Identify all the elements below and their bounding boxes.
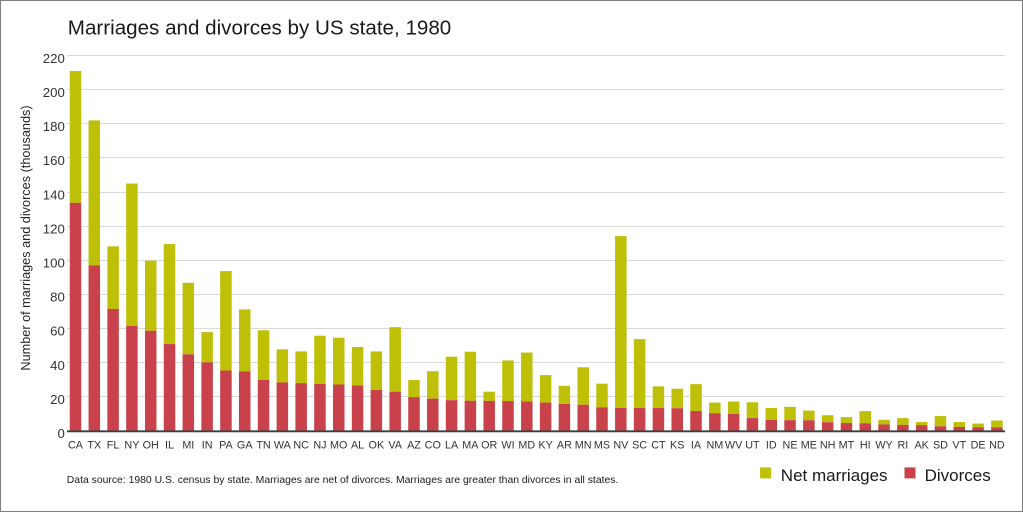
svg-text:140: 140: [43, 187, 65, 202]
svg-text:VT: VT: [952, 440, 966, 452]
svg-text:120: 120: [43, 221, 65, 236]
svg-text:MI: MI: [182, 440, 194, 452]
svg-text:DE: DE: [971, 440, 986, 452]
svg-text:IA: IA: [691, 440, 702, 452]
svg-text:60: 60: [50, 324, 65, 339]
svg-text:FL: FL: [107, 440, 120, 452]
svg-text:HI: HI: [860, 440, 871, 452]
svg-text:WI: WI: [501, 440, 514, 452]
svg-text:PA: PA: [219, 440, 233, 452]
svg-text:AR: AR: [557, 440, 572, 452]
svg-text:CA: CA: [68, 440, 84, 452]
svg-text:MD: MD: [518, 440, 535, 452]
svg-text:180: 180: [43, 119, 65, 134]
svg-text:MO: MO: [330, 440, 347, 452]
svg-text:NJ: NJ: [313, 440, 326, 452]
svg-text:VA: VA: [388, 440, 402, 452]
svg-text:Marriages and divorces by US s: Marriages and divorces by US state, 1980: [68, 16, 451, 39]
svg-text:NY: NY: [124, 440, 139, 452]
svg-text:TX: TX: [87, 440, 101, 452]
svg-text:NM: NM: [706, 440, 723, 452]
svg-text:220: 220: [43, 51, 65, 66]
svg-text:AL: AL: [351, 440, 364, 452]
svg-text:OH: OH: [143, 440, 159, 452]
svg-text:NE: NE: [783, 440, 798, 452]
svg-text:SD: SD: [933, 440, 948, 452]
svg-text:GA: GA: [237, 440, 253, 452]
svg-text:Net marriages: Net marriages: [781, 466, 888, 485]
svg-text:0: 0: [57, 426, 64, 441]
svg-text:RI: RI: [897, 440, 908, 452]
svg-text:TN: TN: [256, 440, 270, 452]
svg-text:100: 100: [43, 256, 65, 271]
svg-text:20: 20: [50, 392, 65, 407]
svg-text:Divorces: Divorces: [925, 466, 991, 485]
svg-text:WY: WY: [875, 440, 892, 452]
svg-text:UT: UT: [745, 440, 760, 452]
svg-text:ME: ME: [801, 440, 817, 452]
svg-text:ID: ID: [766, 440, 777, 452]
svg-text:Data source: 1980 U.S. census: Data source: 1980 U.S. census by state. …: [67, 475, 619, 486]
svg-text:CT: CT: [651, 440, 666, 452]
svg-text:40: 40: [50, 358, 65, 373]
svg-text:KY: KY: [538, 440, 552, 452]
svg-text:WA: WA: [274, 440, 292, 452]
svg-text:MA: MA: [462, 440, 479, 452]
svg-text:SC: SC: [632, 440, 647, 452]
svg-text:OR: OR: [481, 440, 497, 452]
svg-text:CO: CO: [425, 440, 441, 452]
svg-text:160: 160: [43, 153, 65, 168]
svg-text:AK: AK: [914, 440, 929, 452]
svg-text:NH: NH: [820, 440, 836, 452]
svg-text:ND: ND: [989, 440, 1005, 452]
svg-text:200: 200: [43, 85, 65, 100]
svg-text:WV: WV: [725, 440, 743, 452]
svg-text:IN: IN: [202, 440, 213, 452]
svg-text:KS: KS: [670, 440, 684, 452]
svg-text:NV: NV: [613, 440, 629, 452]
svg-text:MT: MT: [839, 440, 855, 452]
svg-text:AZ: AZ: [407, 440, 421, 452]
svg-text:LA: LA: [445, 440, 459, 452]
svg-text:Number of marriages and divorc: Number of marriages and divorces (thousa…: [19, 105, 33, 370]
svg-text:MN: MN: [575, 440, 592, 452]
svg-text:NC: NC: [293, 440, 309, 452]
svg-text:MS: MS: [594, 440, 610, 452]
svg-text:OK: OK: [369, 440, 385, 452]
svg-text:IL: IL: [165, 440, 174, 452]
svg-text:80: 80: [50, 290, 65, 305]
